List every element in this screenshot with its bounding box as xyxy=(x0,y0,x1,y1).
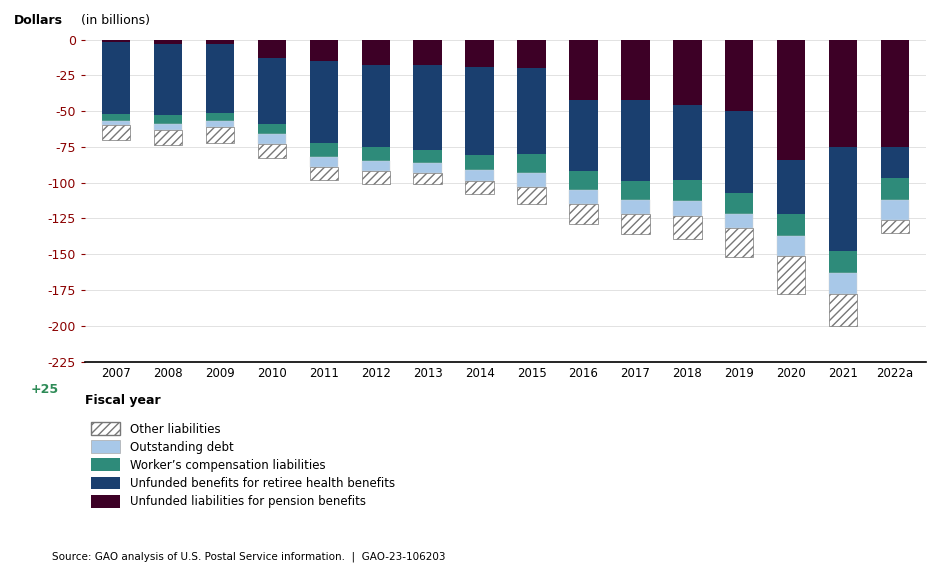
Bar xyxy=(206,127,234,142)
Bar xyxy=(464,40,494,67)
Bar xyxy=(464,181,494,194)
Bar xyxy=(724,193,752,214)
Bar xyxy=(413,150,442,163)
Legend: Other liabilities, Outstanding debt, Worker’s compensation liabilities, Unfunded: Other liabilities, Outstanding debt, Wor… xyxy=(91,422,395,508)
Bar xyxy=(776,40,804,160)
Bar xyxy=(154,44,182,115)
Bar xyxy=(568,190,598,204)
Bar xyxy=(620,99,649,181)
Text: +25: +25 xyxy=(30,383,59,396)
Bar xyxy=(154,115,182,124)
Bar xyxy=(464,170,494,181)
Bar xyxy=(724,214,752,228)
Bar xyxy=(258,134,286,144)
Text: Fiscal year: Fiscal year xyxy=(85,394,160,407)
Text: (in billions): (in billions) xyxy=(76,14,149,27)
Bar xyxy=(206,40,234,44)
Bar xyxy=(620,181,649,200)
Bar xyxy=(880,200,908,220)
Bar xyxy=(464,155,494,170)
Bar xyxy=(672,201,700,216)
Bar xyxy=(413,40,442,66)
Bar xyxy=(828,251,856,273)
Bar xyxy=(362,171,390,184)
Bar xyxy=(258,124,286,134)
Bar xyxy=(516,173,546,187)
Bar xyxy=(206,112,234,121)
Bar xyxy=(102,40,130,42)
Bar xyxy=(102,125,130,140)
Bar xyxy=(620,40,649,99)
Bar xyxy=(516,187,546,204)
Bar xyxy=(310,40,338,61)
Bar xyxy=(516,154,546,173)
Bar xyxy=(776,160,804,214)
Text: Source: GAO analysis of U.S. Postal Service information.  |  GAO-23-106203: Source: GAO analysis of U.S. Postal Serv… xyxy=(52,551,445,562)
Bar xyxy=(154,130,182,145)
Bar xyxy=(776,214,804,236)
Bar xyxy=(362,66,390,147)
Bar xyxy=(568,171,598,190)
Bar xyxy=(206,44,234,112)
Bar xyxy=(620,214,649,234)
Bar xyxy=(413,173,442,184)
Bar xyxy=(102,42,130,114)
Bar xyxy=(362,40,390,66)
Bar xyxy=(828,273,856,294)
Bar xyxy=(828,40,856,147)
Bar xyxy=(568,99,598,171)
Bar xyxy=(672,216,700,238)
Bar xyxy=(568,40,598,99)
Bar xyxy=(362,147,390,161)
Bar xyxy=(516,40,546,68)
Bar xyxy=(672,180,700,201)
Bar xyxy=(258,144,286,158)
Bar xyxy=(258,40,286,58)
Bar xyxy=(880,179,908,200)
Bar xyxy=(154,124,182,130)
Bar xyxy=(724,228,752,257)
Bar xyxy=(880,147,908,179)
Bar xyxy=(310,167,338,180)
Bar xyxy=(880,220,908,233)
Bar xyxy=(102,114,130,121)
Bar xyxy=(672,106,700,180)
Bar xyxy=(154,40,182,44)
Bar xyxy=(413,66,442,150)
Bar xyxy=(258,58,286,124)
Bar xyxy=(724,111,752,193)
Bar xyxy=(464,67,494,155)
Bar xyxy=(362,161,390,171)
Bar xyxy=(724,40,752,111)
Bar xyxy=(620,200,649,214)
Bar xyxy=(776,256,804,294)
Bar xyxy=(568,204,598,224)
Bar xyxy=(828,147,856,251)
Bar xyxy=(828,294,856,326)
Bar xyxy=(310,142,338,157)
Bar xyxy=(206,121,234,127)
Bar xyxy=(672,40,700,106)
Bar xyxy=(516,68,546,154)
Bar xyxy=(880,40,908,147)
Bar xyxy=(102,121,130,125)
Bar xyxy=(776,236,804,256)
Text: Dollars: Dollars xyxy=(13,14,62,27)
Bar xyxy=(310,157,338,167)
Bar xyxy=(413,163,442,173)
Bar xyxy=(310,61,338,142)
